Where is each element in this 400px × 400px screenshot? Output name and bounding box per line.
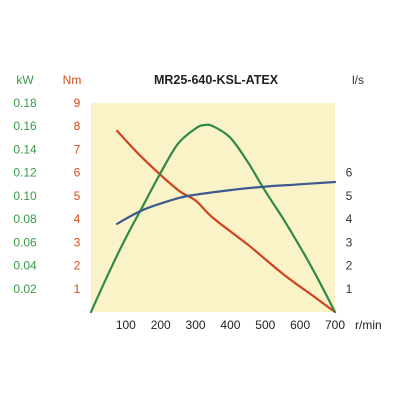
power-tick-label: 0.18 <box>13 96 37 110</box>
flow-tick-label: 3 <box>346 235 353 249</box>
x-tick-label: 100 <box>116 318 136 332</box>
flow-tick-label: 4 <box>346 212 353 226</box>
x-tick-label: 300 <box>186 318 206 332</box>
power-tick-label: 0.04 <box>13 259 37 273</box>
torque-tick-label: 9 <box>74 96 81 110</box>
power-tick-label: 0.14 <box>13 142 37 156</box>
x-tick-label: 700 <box>325 318 345 332</box>
power-tick-label: 0.12 <box>13 166 37 180</box>
flow-tick-label: 6 <box>346 166 353 180</box>
power-tick-label: 0.08 <box>13 212 37 226</box>
x-axis-unit: r/min <box>355 318 382 332</box>
torque-tick-label: 1 <box>74 282 81 296</box>
flow-curve <box>116 180 337 225</box>
power-tick-label: 0.06 <box>13 235 37 249</box>
torque-curve <box>116 129 337 314</box>
series-layer <box>89 123 337 314</box>
torque-tick-label: 7 <box>74 142 81 156</box>
x-tick-label: 400 <box>220 318 240 332</box>
plot-area <box>91 103 335 312</box>
torque-tick-label: 4 <box>74 212 81 226</box>
torque-tick-label: 2 <box>74 259 81 273</box>
torque-tick-label: 5 <box>74 189 81 203</box>
torque-tick-label: 8 <box>74 119 81 133</box>
flow-tick-label: 2 <box>346 259 353 273</box>
torque-axis-unit: Nm <box>63 73 82 87</box>
ticks-layer: 100 200 300 400 500 600 700 0.02 0.04 0.06 0.08 0.1… <box>13 96 352 332</box>
power-tick-label: 0.10 <box>13 189 37 203</box>
flow-tick-label: 1 <box>346 282 353 296</box>
flow-tick-label: 5 <box>346 189 353 203</box>
flow-axis-unit: l/s <box>352 73 364 87</box>
power-tick-label: 0.02 <box>13 282 37 296</box>
torque-tick-label: 3 <box>74 235 81 249</box>
power-axis-unit: kW <box>16 73 34 87</box>
power-curve <box>89 123 337 314</box>
x-tick-label: 500 <box>255 318 275 332</box>
chart-title: MR25-640-KSL-ATEX <box>154 73 279 87</box>
x-tick-label: 200 <box>151 318 171 332</box>
power-tick-label: 0.16 <box>13 119 37 133</box>
x-tick-label: 600 <box>290 318 310 332</box>
torque-tick-label: 6 <box>74 166 81 180</box>
